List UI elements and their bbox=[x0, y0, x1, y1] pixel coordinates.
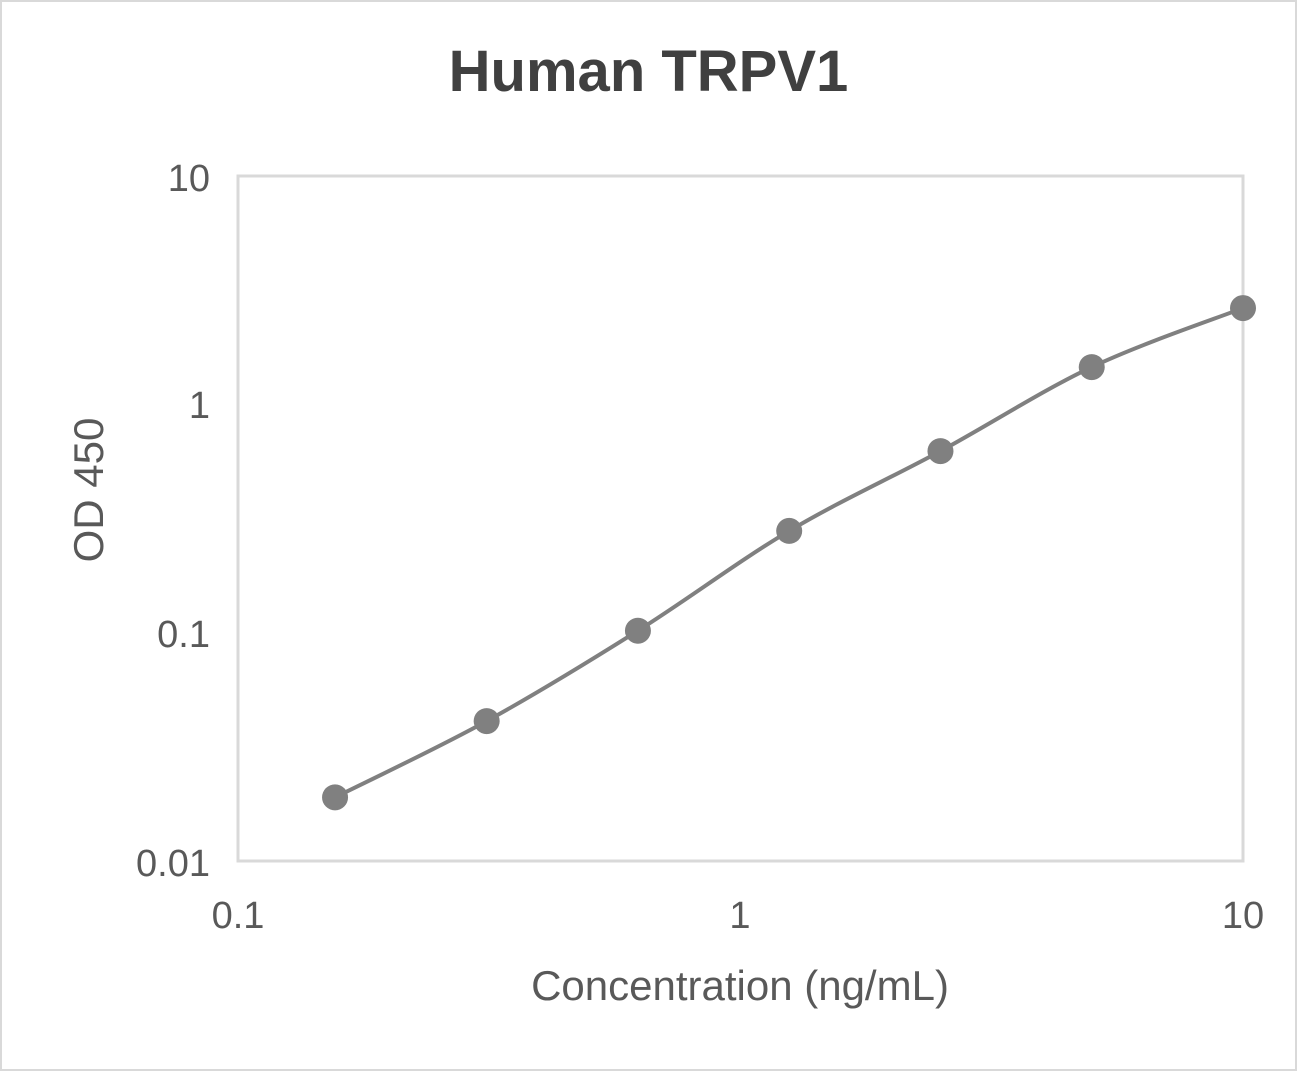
data-point-marker bbox=[624, 617, 651, 644]
y-axis-label: OD 450 bbox=[65, 418, 112, 563]
series-line bbox=[334, 306, 1244, 800]
y-tick-0.1: 0.1 bbox=[157, 614, 210, 656]
y-tick-1: 1 bbox=[189, 385, 210, 427]
data-point-marker bbox=[776, 517, 803, 544]
data-point-marker bbox=[927, 438, 954, 465]
data-point-marker bbox=[322, 784, 349, 811]
x-tick-1: 1 bbox=[729, 895, 750, 937]
data-series bbox=[322, 295, 1256, 811]
plot-area-border bbox=[236, 174, 1245, 863]
data-point-marker bbox=[473, 708, 500, 735]
x-axis-label: Concentration (ng/mL) bbox=[531, 962, 949, 1009]
data-point-marker bbox=[1230, 295, 1256, 322]
x-tick-10: 10 bbox=[1222, 895, 1264, 937]
y-tick-10: 10 bbox=[168, 158, 210, 200]
chart-title: Human TRPV1 bbox=[448, 39, 849, 104]
x-tick-0.1: 0.1 bbox=[212, 895, 265, 937]
y-tick-0.01: 0.01 bbox=[136, 843, 210, 885]
data-point-marker bbox=[1078, 354, 1105, 381]
